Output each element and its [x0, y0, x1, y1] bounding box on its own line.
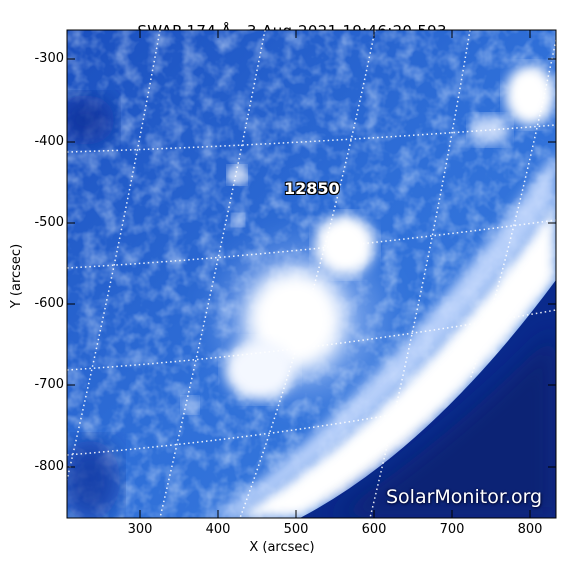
- watermark: SolarMonitor.org: [386, 486, 543, 508]
- sun-image: [67, 30, 556, 518]
- x-tick-label: 600: [361, 522, 387, 537]
- y-tick-label: -300: [34, 51, 64, 66]
- y-tick-label: -700: [34, 377, 64, 392]
- y-tick-label: -800: [34, 459, 64, 474]
- axis-ticks: [67, 30, 556, 518]
- plot-frame: [66, 29, 557, 519]
- x-tick-label: 300: [127, 522, 153, 537]
- y-tick-label: -500: [34, 215, 64, 230]
- x-tick-label: 700: [439, 522, 465, 537]
- x-tick-label: 400: [205, 522, 231, 537]
- x-tick-label: 500: [283, 522, 309, 537]
- coordinate-grid: [67, 30, 556, 518]
- y-tick-label: -600: [34, 296, 64, 311]
- y-axis-title: Y (arcsec): [9, 243, 24, 309]
- y-tick-label: -400: [34, 134, 64, 149]
- x-axis-title: X (arcsec): [249, 540, 315, 555]
- x-tick-label: 800: [517, 522, 543, 537]
- active-region-label: 12850: [284, 179, 340, 198]
